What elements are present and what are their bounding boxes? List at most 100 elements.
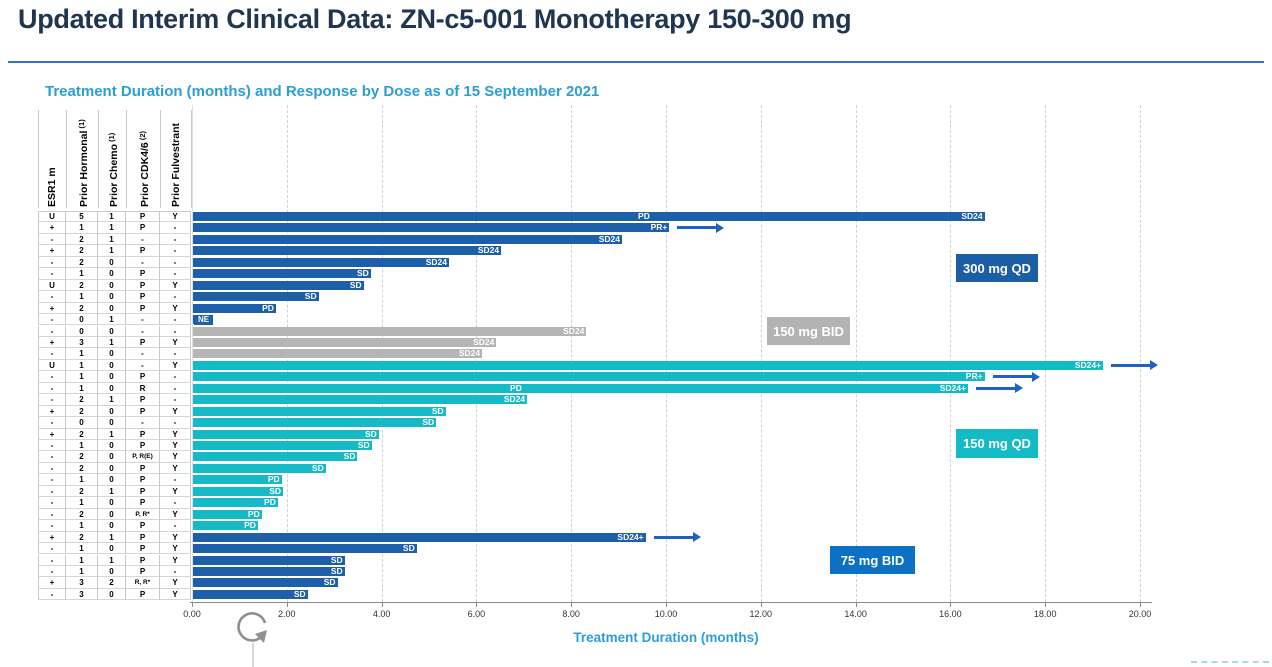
bar-response-label: SD24 (477, 245, 500, 256)
table-cell: Y (160, 336, 191, 349)
swimmer-bar: PD (193, 303, 276, 313)
column-header: Prior CDK4/6 (2) (138, 130, 151, 207)
table-cell: - (38, 497, 66, 509)
table-cell: 0 (98, 588, 126, 601)
table-cell: 1 (66, 268, 98, 280)
title-divider (8, 61, 1264, 63)
table-cell: 1 (66, 543, 98, 555)
table-cell: 0 (98, 474, 126, 486)
table-cell: + (38, 245, 66, 257)
swimmer-bar: SD24 (193, 395, 528, 405)
table-cell: 1 (66, 348, 98, 360)
table-cell: 1 (66, 497, 98, 509)
swimmer-bar: PD (193, 475, 282, 485)
table-cell: P (126, 371, 160, 383)
axis-tick (760, 603, 762, 607)
table-cell: 0 (98, 348, 126, 360)
table-cell: - (126, 325, 160, 337)
axis-tick-label: 18.00 (1033, 609, 1057, 619)
table-cell: + (38, 336, 66, 349)
gridline (1045, 105, 1047, 602)
table-cell: P (126, 474, 160, 486)
table-top-border (38, 211, 191, 212)
table-cell: 1 (98, 531, 126, 544)
table-cell: - (126, 256, 160, 269)
header-column-separator (191, 110, 192, 208)
swimmer-bar: SD24+ (193, 383, 968, 393)
table-cell: 2 (66, 279, 98, 292)
bar-response-label: SD (349, 279, 362, 290)
table-cell: - (160, 371, 191, 383)
dose-group-label: 150 mg QD (956, 429, 1038, 458)
axis-tick (192, 603, 193, 607)
table-cell: - (160, 325, 191, 337)
table-cell: 2 (66, 245, 98, 257)
table-cell: P (126, 302, 160, 315)
table-cell: P, R* (126, 508, 160, 521)
table-cell: - (126, 417, 160, 429)
table-cell: + (38, 577, 66, 589)
swimmer-bar: SD (193, 268, 371, 279)
dose-group-label: 75 mg BID (830, 546, 915, 574)
table-cell: - (160, 245, 191, 257)
bar-response-label: SD (356, 268, 369, 279)
axis-tick (950, 603, 952, 607)
table-cell: U (38, 279, 66, 292)
table-cell: 0 (66, 417, 98, 429)
arrow-head (692, 532, 701, 543)
loop-animation-icon (237, 612, 267, 667)
bar-response-label: SD24+ (617, 531, 644, 542)
axis-tick-label: 4.00 (372, 609, 391, 619)
table-cell: P (126, 336, 160, 349)
table-cell: - (38, 394, 66, 406)
table-cell: + (38, 428, 66, 440)
swimmer-bar: PR+ (193, 223, 670, 233)
bar-response-label: SD (269, 485, 282, 496)
table-cell: Y (160, 279, 191, 292)
bar-response-label: SD (293, 588, 306, 599)
swimmer-bar: SD24 (193, 234, 622, 244)
column-header: ESR1 m (46, 167, 58, 207)
table-cell: P (126, 245, 160, 257)
axis-tick (286, 603, 288, 607)
gridline (950, 105, 952, 602)
table-cell: - (38, 543, 66, 555)
table-cell: - (160, 268, 191, 280)
swimmer-bar: SD (193, 485, 284, 496)
bar-response-label: SD24+ (1074, 359, 1102, 370)
table-cell: 0 (98, 520, 126, 532)
swimmer-bar: SD (193, 588, 308, 599)
table-cell: - (160, 233, 191, 246)
table-cell: 1 (98, 245, 126, 257)
table-cell: P (126, 211, 160, 223)
swimmer-bar: SD (193, 441, 372, 450)
ongoing-arrow (992, 371, 1040, 382)
bar-response-label: PR+ (965, 371, 983, 382)
table-cell: - (38, 565, 66, 578)
table-cell: - (38, 520, 66, 532)
bar-response-label: SD (402, 543, 415, 554)
table-cell: 5 (66, 211, 98, 223)
arrow-head (1150, 360, 1159, 371)
swimmer-bar: SD (193, 578, 338, 588)
table-cell: - (38, 256, 66, 269)
ongoing-arrow (653, 532, 701, 543)
table-cell: 2 (66, 451, 98, 463)
table-cell: 0 (98, 256, 126, 269)
table-cell: + (38, 302, 66, 315)
table-cell: 0 (98, 405, 126, 418)
gridline (666, 105, 667, 602)
table-cell: P, R(E) (126, 451, 160, 463)
table-cell: 0 (66, 314, 98, 326)
swimmer-bar: PD (193, 520, 258, 531)
table-cell: - (38, 588, 66, 601)
table-cell: 1 (66, 520, 98, 532)
ongoing-arrow (677, 222, 725, 233)
table-cell: - (126, 314, 160, 326)
bar-response-label: PD (244, 520, 256, 531)
axis-tick (855, 603, 857, 607)
table-cell: - (160, 314, 191, 326)
bar-response-label: SD (330, 565, 343, 576)
axis-tick (476, 603, 478, 607)
